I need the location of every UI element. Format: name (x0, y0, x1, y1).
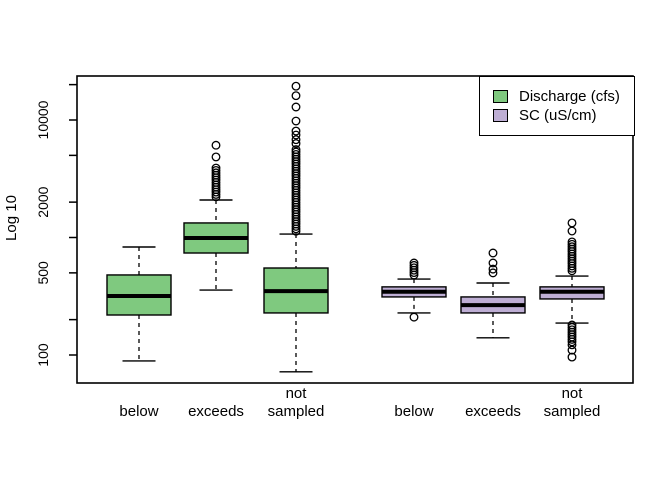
box-discharge-not-sampled-outlier (291, 126, 301, 136)
box-discharge-not-sampled-outlier (291, 116, 301, 126)
box-discharge-not-sampled-outlier (291, 130, 301, 140)
box-discharge-not-sampled-outlier-dense (291, 224, 301, 234)
x-category-label: exceeds (465, 403, 521, 420)
box-sc-below-outlier-dense (409, 270, 419, 280)
box-discharge-not-sampled-outlier (291, 81, 301, 91)
box-discharge-exceeds-outlier-dense (211, 187, 221, 197)
box-sc-below-outlier-dense (409, 265, 419, 275)
box-sc-below-outlier-dense (409, 268, 419, 278)
box-sc-exceeds-outlier (488, 258, 498, 268)
x-category-label: below (119, 403, 158, 420)
box-sc-not-sampled-outlier-dense (567, 332, 577, 342)
legend-label-discharge: Discharge (cfs) (519, 88, 620, 105)
x-category-label: below (394, 403, 433, 420)
box-sc-not-sampled-outlier (567, 218, 577, 228)
box-sc-not-sampled-outlier (567, 226, 577, 236)
box-sc-exceeds-outlier (488, 268, 498, 278)
box-sc-not-sampled-outlier-dense (567, 261, 577, 271)
box-discharge-not-sampled-outlier-dense (291, 226, 301, 236)
y-tick-label: 500 (35, 261, 51, 285)
box-discharge-not-sampled-outlier (291, 91, 301, 101)
box-sc-not-sampled-outlier (567, 345, 577, 355)
box-sc-not-sampled-outlier (567, 352, 577, 362)
box-sc-exceeds-outlier (488, 248, 498, 258)
box-discharge-exceeds-outlier (211, 152, 221, 162)
plot-frame (76, 75, 634, 384)
x-category-label: sampled (544, 403, 601, 420)
x-category-label: exceeds (188, 403, 244, 420)
box-sc-not-sampled-outlier-dense (567, 337, 577, 347)
box-discharge-not-sampled-outlier (291, 102, 301, 112)
sc-color-swatch (493, 109, 508, 122)
legend-label-sc: SC (uS/cm) (519, 107, 597, 124)
y-axis-title: Log 10 (3, 195, 20, 241)
legend-box: Discharge (cfs) SC (uS/cm) (479, 76, 635, 136)
box-discharge-not-sampled-outlier (291, 139, 301, 149)
discharge-color-swatch (493, 90, 508, 103)
box-discharge-not-sampled-outlier (291, 135, 301, 145)
box-sc-below-outlier (409, 312, 419, 322)
legend-entry-discharge: Discharge (cfs) (493, 89, 634, 104)
box-discharge-exceeds-outlier-dense (211, 189, 221, 199)
x-category-label: not (286, 385, 308, 402)
x-category-label: sampled (268, 403, 325, 420)
box-sc-exceeds-outlier (488, 264, 498, 274)
box-discharge-not-sampled-outlier-dense (291, 221, 301, 231)
box-sc-not-sampled-outlier-dense (567, 263, 577, 273)
legend-entry-sc: SC (uS/cm) (493, 108, 634, 123)
y-tick-label: 2000 (35, 186, 51, 217)
y-tick-label: 100 (35, 343, 51, 367)
box-discharge-exceeds-outlier-dense (211, 192, 221, 202)
box-sc-not-sampled-outlier-dense (567, 334, 577, 344)
y-tick-label: 10000 (35, 100, 51, 139)
x-category-label: not (562, 385, 584, 402)
box-sc-not-sampled-outlier-dense (567, 266, 577, 276)
box-discharge-exceeds-outlier (211, 140, 221, 150)
